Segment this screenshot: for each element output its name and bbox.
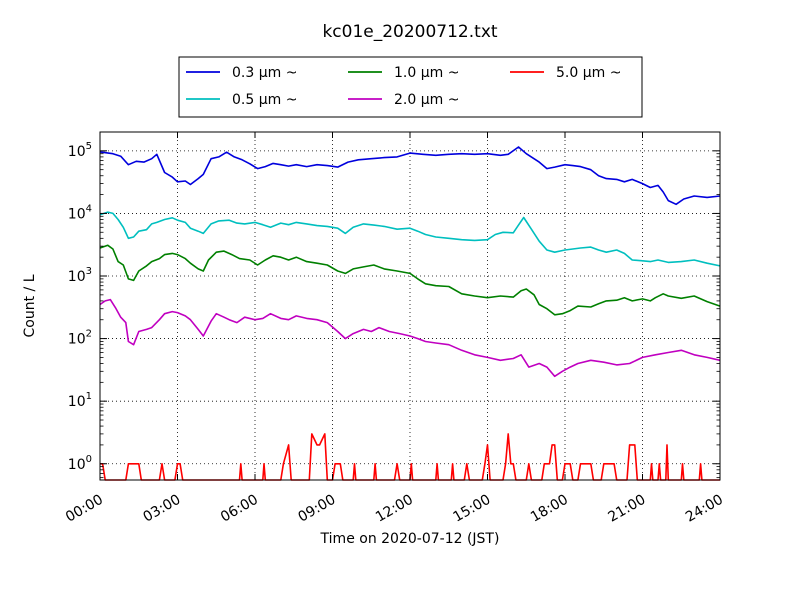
legend-label: 5.0 µm ~ (556, 65, 621, 81)
y-tick-label: 105 (68, 141, 92, 160)
legend-label: 0.3 µm ~ (232, 65, 297, 81)
series-line-4 (100, 433, 720, 481)
chart-title: kc01e_20200712.txt (322, 22, 497, 42)
legend-label: 1.0 µm ~ (394, 65, 459, 81)
x-axis-label: Time on 2020-07-12 (JST) (320, 531, 500, 547)
y-tick-label: 101 (68, 391, 92, 410)
legend-frame (178, 56, 643, 118)
plot-lines (99, 146, 721, 481)
grid (99, 132, 721, 480)
y-tick-label: 103 (68, 266, 92, 285)
y-tick-label: 102 (68, 329, 92, 348)
series-line-1 (99, 211, 721, 267)
y-tick-label: 104 (68, 203, 92, 222)
series-line-2 (99, 244, 721, 316)
plot-frame (99, 131, 721, 481)
legend-label: 2.0 µm ~ (394, 92, 459, 108)
series-line-0 (99, 146, 721, 206)
y-tick-label: 100 (68, 454, 92, 473)
y-axis-label: Count / L (22, 274, 38, 337)
legend: 0.3 µm ~ 0.5 µm ~ 1.0 µm ~ 2.0 µm ~ 5.0 µm ~ (178, 56, 643, 118)
ticks: 00:00 03:00 06:00 09:00 12:00 15:00 18:00 21:00… (63, 131, 726, 526)
legend-label: 0.5 µm ~ (232, 92, 297, 108)
series-line-3 (99, 298, 721, 378)
